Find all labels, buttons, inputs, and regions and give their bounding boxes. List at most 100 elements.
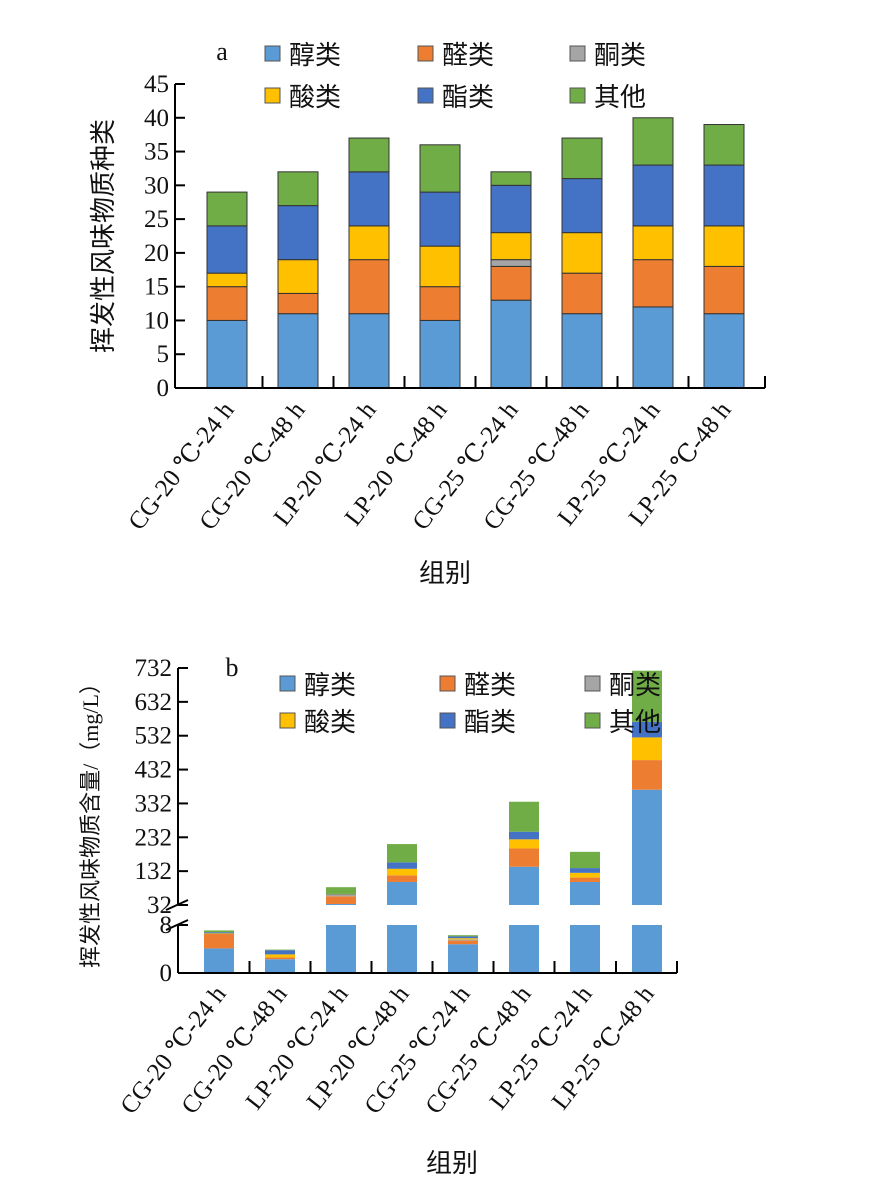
bar-segment-0 <box>703 313 745 389</box>
y-tick-label: 0 <box>160 960 173 987</box>
bar-segment-0 <box>632 306 674 389</box>
bar-segment-1 <box>509 848 539 867</box>
bar-segment-0 <box>387 881 417 905</box>
bar-segment-3 <box>632 225 674 261</box>
bar-segment-5 <box>509 801 539 832</box>
bar-segment-1 <box>632 259 674 308</box>
x-axis-title: 组别 <box>419 559 471 588</box>
bar-segment-4 <box>387 862 417 869</box>
y-tick-label: 532 <box>135 723 173 750</box>
bar-segment-2 <box>326 894 356 897</box>
bar-segment-1 <box>570 877 600 882</box>
bar-segment-4 <box>204 932 234 934</box>
bar-segment-3 <box>632 737 662 761</box>
bar-segment-5 <box>448 935 478 937</box>
y-tick-label: 10 <box>144 307 169 334</box>
legend-swatch <box>279 675 296 692</box>
legend-swatch <box>584 712 601 729</box>
legend-label: 酮类 <box>609 671 661 700</box>
bar-segment-4 <box>348 171 390 227</box>
legend-label: 醛类 <box>464 671 516 700</box>
bar-segment-5 <box>632 117 674 166</box>
bar-segment-0 <box>632 925 662 973</box>
bar-segment-0 <box>632 789 662 905</box>
bar-segment-4 <box>265 950 295 955</box>
bar-segment-0 <box>326 925 356 973</box>
bar-segment-4 <box>632 721 662 738</box>
bar-segment-5 <box>206 191 248 227</box>
legend-swatch <box>279 712 296 729</box>
bar-segment-4 <box>490 184 532 234</box>
bar-segment-1 <box>490 265 532 301</box>
legend-label: 醛类 <box>442 41 494 70</box>
y-tick-label: 632 <box>135 689 173 716</box>
bar-segment-5 <box>561 137 603 180</box>
bar-segment-5 <box>348 137 390 173</box>
legend-swatch <box>569 87 586 104</box>
legend-swatch <box>264 45 281 62</box>
legend-label: 酮类 <box>594 41 646 70</box>
legend-label: 其他 <box>609 708 661 737</box>
bar-segment-5 <box>387 844 417 863</box>
bar-segment-3 <box>348 225 390 261</box>
bar-segment-3 <box>570 872 600 878</box>
bar-segment-3 <box>387 868 417 876</box>
bar-segment-1 <box>204 934 234 949</box>
bar-segment-2 <box>490 259 532 267</box>
legend-label: 醇类 <box>304 671 356 700</box>
legend-label: 酯类 <box>442 83 494 112</box>
bar-segment-0 <box>277 313 319 389</box>
bar-segment-3 <box>561 232 603 274</box>
bar-segment-5 <box>204 930 234 933</box>
legend-swatch <box>569 45 586 62</box>
bar-segment-1 <box>561 272 603 315</box>
bar-segment-4 <box>448 936 478 939</box>
bar-segment-1 <box>703 265 745 315</box>
bar-segment-3 <box>490 232 532 261</box>
legend-label: 酸类 <box>289 83 341 112</box>
bar-segment-5 <box>703 124 745 166</box>
y-tick-label: 232 <box>135 824 173 851</box>
legend-swatch <box>584 675 601 692</box>
bar-segment-2 <box>448 939 478 941</box>
y-axis-title: 挥发性风味物质种类 <box>89 119 118 353</box>
y-tick-label: 332 <box>135 790 173 817</box>
y-tick-label: 5 <box>157 341 170 368</box>
panel-label: b <box>226 653 239 682</box>
bar-segment-0 <box>206 319 248 389</box>
bar-segment-1 <box>448 940 478 945</box>
panel-label: a <box>216 37 228 66</box>
y-tick-label: 0 <box>157 375 170 402</box>
axis-break-mark <box>165 919 189 931</box>
bar-segment-4 <box>326 893 356 895</box>
bar-segment-5 <box>326 887 356 894</box>
bar-segment-3 <box>277 259 319 294</box>
bar-segment-4 <box>277 205 319 261</box>
x-axis-title: 组别 <box>426 1149 478 1178</box>
bar-segment-3 <box>265 954 295 958</box>
bar-segment-3 <box>703 225 745 267</box>
bar-segment-3 <box>326 894 356 895</box>
x-tick-label: CG-20 ℃-24 h <box>115 981 232 1120</box>
bar-segment-1 <box>419 286 461 321</box>
legend-swatch <box>439 712 456 729</box>
legend-swatch <box>264 87 281 104</box>
bar-segment-0 <box>570 925 600 973</box>
y-tick-label: 132 <box>135 858 173 885</box>
y-tick-label: 432 <box>135 757 173 784</box>
bar-segment-0 <box>509 925 539 973</box>
bar-segment-1 <box>277 292 319 315</box>
bar-segment-0 <box>204 948 234 973</box>
bar-segment-5 <box>632 670 662 722</box>
bar-segment-3 <box>448 938 478 940</box>
bar-segment-1 <box>326 896 356 904</box>
bar-segment-0 <box>448 944 478 973</box>
y-tick-label: 15 <box>144 274 169 301</box>
bar-segment-3 <box>509 839 539 849</box>
bar-segment-3 <box>204 933 234 934</box>
bar-segment-1 <box>206 286 248 321</box>
bar-segment-3 <box>419 245 461 288</box>
bar-segment-1 <box>348 259 390 315</box>
legend-swatch <box>417 45 434 62</box>
